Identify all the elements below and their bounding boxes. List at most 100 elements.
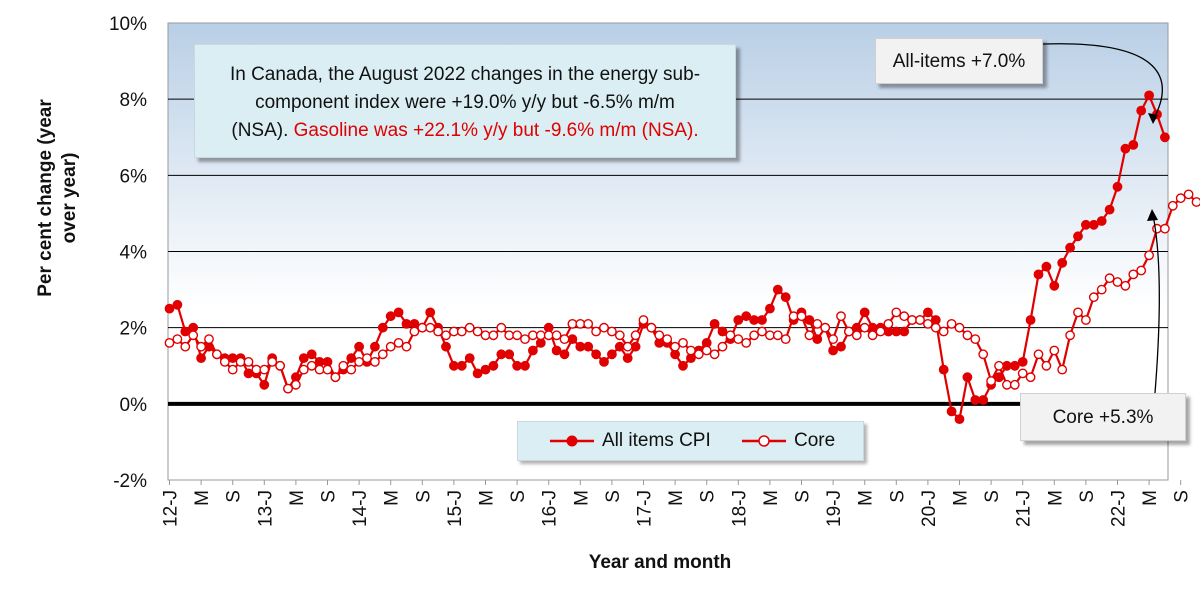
- data-point-core: [1136, 265, 1147, 276]
- data-point-core: [512, 330, 522, 341]
- data-point-all-items: [575, 341, 586, 352]
- data-point-core: [844, 326, 854, 337]
- data-point-core: [686, 345, 696, 356]
- data-point-core: [820, 322, 831, 333]
- data-point-all-items: [1081, 219, 1091, 230]
- data-point-core: [1191, 197, 1200, 207]
- data-point-core: [1002, 379, 1012, 390]
- data-point-all-items: [630, 341, 641, 352]
- data-point-all-items: [1017, 356, 1028, 367]
- data-point-core: [322, 364, 333, 375]
- data-point-all-items: [496, 349, 507, 360]
- data-point-all-items: [1073, 231, 1083, 242]
- data-point-all-items: [528, 345, 538, 356]
- x-tick-label: S: [1172, 490, 1193, 503]
- data-point-core: [338, 360, 349, 371]
- data-point-core: [614, 330, 625, 341]
- annotation-gasoline: Gasoline was +22.1% y/y but -9.6% m/m (N…: [293, 120, 699, 141]
- data-point-core: [923, 318, 933, 329]
- data-point-core: [1144, 250, 1155, 261]
- data-point-all-items: [622, 353, 633, 363]
- annotation-line-2: component index were +19.0% y/y but -6.5…: [255, 92, 675, 113]
- data-point-core: [1120, 280, 1131, 291]
- data-point-core: [970, 334, 981, 344]
- data-point-core: [1017, 368, 1028, 379]
- data-point-core: [504, 330, 515, 341]
- data-point-all-items: [607, 349, 617, 360]
- data-point-core: [267, 356, 278, 367]
- data-point-all-items: [678, 360, 688, 371]
- data-point-core: [986, 376, 996, 386]
- series-group: [164, 90, 1200, 424]
- data-point-all-items: [456, 360, 467, 371]
- data-point-core: [851, 330, 862, 341]
- x-tick-label: 18-J: [729, 490, 750, 527]
- data-point-core: [354, 356, 364, 367]
- data-point-all-items: [180, 326, 191, 337]
- data-point-core: [828, 334, 838, 344]
- x-tick-label: 12-J: [161, 490, 182, 527]
- data-point-core: [757, 326, 767, 337]
- data-point-core: [962, 330, 973, 341]
- x-tick-label: S: [319, 490, 340, 503]
- data-point-all-items: [1120, 143, 1131, 154]
- data-point-core: [883, 318, 894, 329]
- data-point-all-items: [772, 284, 783, 295]
- x-tick-label: S: [1077, 490, 1098, 503]
- data-point-core: [188, 330, 199, 341]
- data-point-all-items: [448, 360, 459, 371]
- data-point-core: [306, 360, 317, 371]
- data-point-all-items: [1088, 219, 1099, 230]
- data-point-core: [528, 330, 538, 341]
- data-point-all-items: [859, 307, 870, 318]
- data-point-core: [725, 330, 736, 341]
- data-point-all-items: [741, 311, 752, 322]
- core-arrow: [1152, 214, 1160, 394]
- data-point-core: [1065, 330, 1076, 341]
- data-point-all-items: [765, 303, 775, 314]
- data-point-core: [836, 311, 846, 322]
- data-point-core: [1175, 193, 1186, 204]
- data-point-core: [788, 311, 799, 322]
- x-tick-label: 20-J: [919, 490, 940, 527]
- data-point-core: [867, 330, 878, 341]
- data-point-core: [938, 326, 949, 337]
- data-point-core: [1057, 364, 1068, 375]
- y-tick-label: -2%: [113, 471, 147, 492]
- data-point-all-items: [385, 311, 396, 322]
- data-point-core: [433, 326, 443, 337]
- data-point-core: [733, 334, 744, 344]
- y-tick-labels: -2% 0% 2% 4% 6% 8% 10%: [109, 14, 147, 492]
- data-point-core: [196, 341, 207, 352]
- data-point-core: [765, 330, 775, 341]
- data-point-core: [172, 334, 183, 344]
- data-point-core: [994, 360, 1004, 371]
- x-tick-label: M: [571, 490, 592, 506]
- data-point-all-items: [243, 368, 254, 379]
- data-point-all-items: [164, 303, 175, 314]
- data-point-all-items: [172, 299, 183, 310]
- x-tick-label: S: [603, 490, 624, 503]
- x-tick-label: M: [761, 490, 782, 506]
- x-tick-label: 15-J: [445, 490, 466, 527]
- core-arrowhead: [1147, 209, 1158, 221]
- data-point-all-items: [1160, 132, 1170, 143]
- data-point-all-items: [1049, 280, 1060, 291]
- data-point-core: [638, 315, 649, 325]
- data-point-core: [480, 330, 491, 341]
- data-point-all-items: [804, 315, 815, 325]
- data-point-all-items: [259, 379, 270, 390]
- data-point-core: [701, 345, 712, 356]
- legend-label-core: Core: [794, 430, 836, 451]
- data-point-core: [946, 318, 957, 329]
- data-point-core: [567, 318, 578, 329]
- data-point-core: [1167, 200, 1178, 211]
- data-point-all-items: [954, 414, 965, 424]
- annotation-nsa: (NSA).: [231, 120, 289, 141]
- data-point-core: [978, 349, 989, 360]
- data-point-core: [1152, 223, 1162, 234]
- data-point-core: [654, 330, 665, 341]
- data-point-all-items: [891, 326, 902, 337]
- data-point-all-items: [196, 353, 207, 363]
- data-point-core: [646, 322, 657, 333]
